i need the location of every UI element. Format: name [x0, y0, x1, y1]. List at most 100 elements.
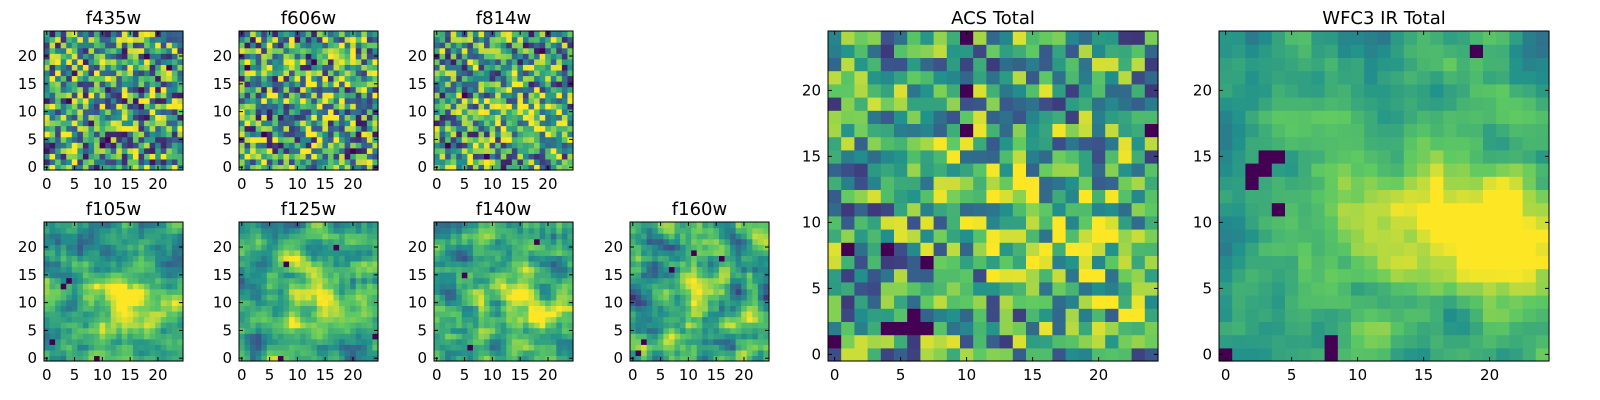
heatmap-cell	[685, 322, 692, 329]
heatmap-cell	[82, 97, 90, 104]
heatmap-cell	[696, 233, 703, 240]
heatmap-cell	[894, 308, 908, 322]
heatmap-cell	[138, 233, 145, 240]
heatmap-cell	[1039, 229, 1053, 243]
heatmap-cell	[266, 227, 273, 234]
heatmap-cell	[680, 255, 687, 262]
heatmap-cell	[361, 272, 368, 279]
heatmap-cell	[522, 58, 530, 65]
heatmap-cell	[467, 147, 474, 154]
heatmap-cell	[300, 260, 307, 268]
heatmap-cell	[305, 31, 312, 38]
heatmap-cell	[467, 355, 474, 362]
heatmap-cell	[366, 288, 374, 295]
heatmap-cell	[239, 294, 246, 301]
heatmap-cell	[171, 119, 179, 127]
heatmap-cell	[506, 75, 513, 82]
heatmap-cell	[171, 233, 179, 240]
heatmap-cell	[244, 53, 251, 60]
heatmap-cell	[82, 164, 90, 171]
heatmap-cell	[674, 327, 681, 334]
heatmap-cell	[456, 249, 463, 256]
heatmap-cell	[652, 260, 659, 268]
heatmap-cell	[272, 322, 279, 329]
heatmap-cell	[71, 125, 78, 132]
heatmap-cell	[561, 244, 569, 251]
heatmap-cell	[1078, 268, 1093, 283]
heatmap-cell	[361, 131, 368, 138]
heatmap-cell	[305, 158, 312, 166]
heatmap-cell	[116, 136, 123, 143]
heatmap-cell	[630, 333, 637, 340]
heatmap-cell	[685, 260, 692, 268]
heatmap-cell	[1105, 321, 1119, 336]
heatmap-cell	[311, 277, 318, 284]
heatmap-cell	[467, 294, 474, 301]
heatmap-cell	[933, 242, 948, 256]
heatmap-cell	[696, 249, 703, 256]
heatmap-cell	[66, 238, 73, 245]
heatmap-cell	[456, 153, 463, 160]
heatmap-cell	[500, 103, 507, 110]
heatmap-cell	[894, 268, 908, 283]
heatmap-cell	[322, 47, 329, 54]
heatmap-cell	[828, 295, 842, 309]
heatmap-cell	[478, 158, 485, 166]
heatmap-cell	[121, 42, 128, 49]
heatmap-cell	[718, 260, 726, 268]
heatmap-cell	[88, 255, 95, 262]
heatmap-cell	[635, 227, 642, 234]
heatmap-cell	[110, 153, 117, 160]
heatmap-cell	[730, 327, 737, 334]
heatmap-cell	[735, 283, 742, 290]
heatmap-cell	[461, 131, 468, 138]
heatmap-cell	[713, 305, 720, 312]
heatmap-cell	[450, 238, 457, 245]
heatmap-cell	[517, 327, 524, 334]
heatmap-cell	[289, 47, 296, 54]
heatmap-cell	[294, 147, 301, 154]
heatmap-cell	[545, 36, 552, 43]
heatmap-cell	[528, 338, 535, 345]
heatmap-cell	[333, 158, 340, 166]
heatmap-cell	[366, 64, 374, 71]
heatmap-cell	[484, 119, 491, 127]
heatmap-cell	[88, 97, 95, 104]
heatmap-cell	[657, 260, 664, 268]
heatmap-cell	[294, 344, 301, 351]
heatmap-cell	[322, 36, 329, 43]
heatmap-cell	[311, 283, 318, 290]
heatmap-cell	[366, 69, 374, 77]
heatmap-cell	[305, 255, 312, 262]
heatmap-cell	[724, 255, 731, 262]
heatmap-cell	[641, 310, 648, 318]
heatmap-cell	[261, 125, 268, 132]
heatmap-cell	[344, 64, 351, 71]
heatmap-cell	[132, 147, 140, 154]
heatmap-cell	[149, 288, 156, 295]
heatmap-cell	[305, 164, 312, 171]
heatmap-cell	[177, 147, 184, 154]
heatmap-cell	[550, 288, 557, 295]
heatmap-cell	[960, 281, 974, 296]
heatmap-cell	[88, 86, 95, 93]
heatmap-cell	[294, 47, 301, 54]
heatmap-cell	[272, 36, 279, 43]
heatmap-cell	[1012, 149, 1027, 164]
heatmap-cell	[484, 158, 491, 166]
heatmap-cell	[445, 81, 452, 88]
heatmap-cell	[127, 316, 134, 323]
heatmap-cell	[841, 321, 855, 336]
heatmap-cell	[244, 244, 251, 251]
heatmap-cell	[439, 299, 446, 306]
heatmap-cell	[105, 338, 112, 345]
heatmap-cell	[1078, 281, 1093, 296]
heatmap-cell	[556, 238, 563, 245]
x-tick-label: 0	[432, 175, 442, 193]
heatmap-cell	[556, 355, 563, 362]
heatmap-cell	[946, 321, 961, 336]
heatmap-cell	[467, 125, 474, 132]
heatmap-cell	[456, 97, 463, 104]
heatmap-cell	[478, 108, 485, 115]
heatmap-cell	[244, 136, 251, 143]
